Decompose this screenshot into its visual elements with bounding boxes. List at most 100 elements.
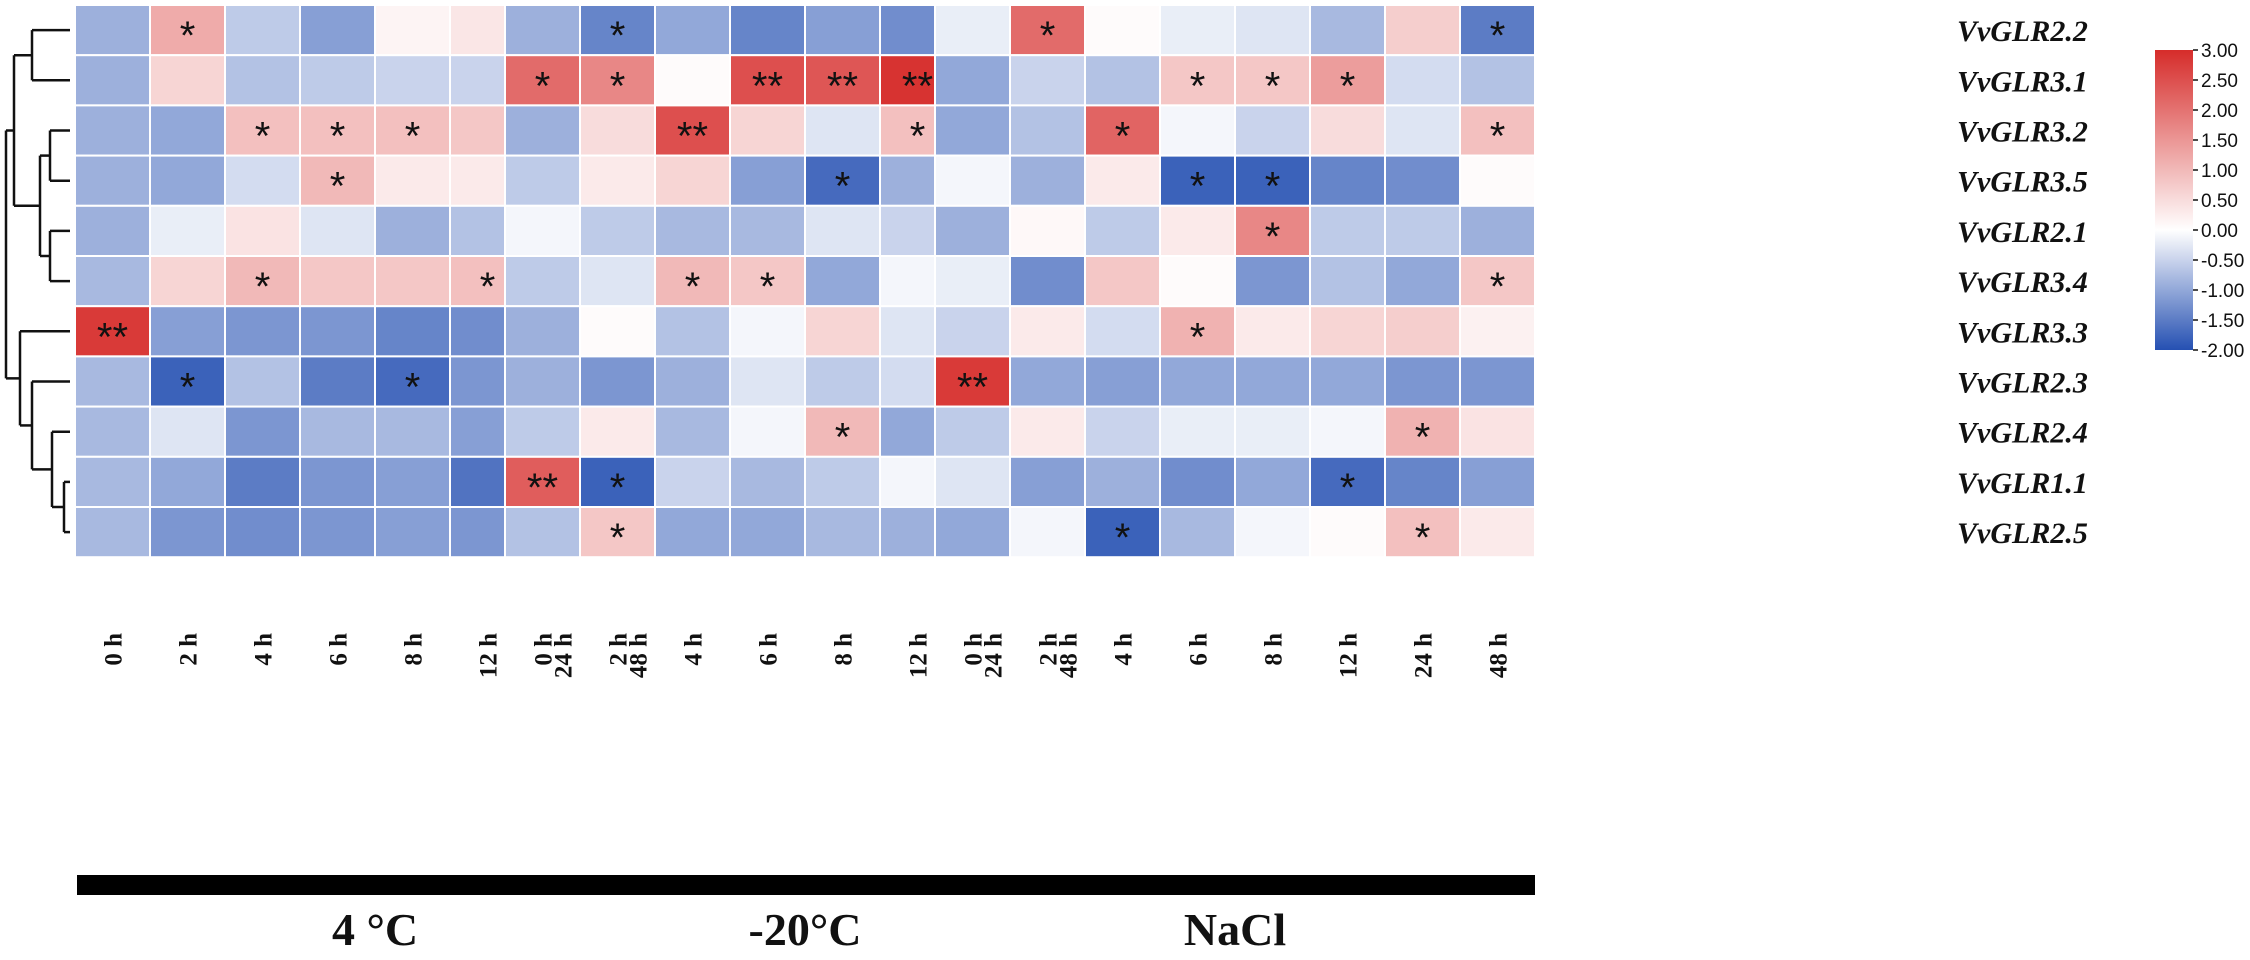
heatmap-cell <box>374 305 451 358</box>
heatmap-cell <box>149 455 226 508</box>
colorbar-tick-label: -1.00 <box>2201 281 2244 302</box>
x-tick-label: 8 h <box>401 633 428 666</box>
significance-mark: * <box>255 115 271 159</box>
heatmap-cell <box>1084 54 1161 107</box>
heatmap-cell <box>1459 204 1536 258</box>
heatmap-cell <box>654 204 731 258</box>
heatmap-cell <box>804 355 881 408</box>
heatmap-cell <box>504 355 581 408</box>
heatmap-cell <box>1234 104 1311 157</box>
heatmap-cell <box>1384 506 1461 559</box>
significance-mark: * <box>1415 516 1431 560</box>
heatmap-cell <box>74 104 151 157</box>
x-tick-label: 8 h <box>1261 633 1288 666</box>
heatmap-cell <box>934 355 1011 408</box>
heatmap-cell <box>654 54 731 107</box>
heatmap-cell <box>1159 355 1236 408</box>
significance-mark: ** <box>752 64 783 108</box>
heatmap-cell <box>1009 255 1086 308</box>
significance-mark: ** <box>827 64 858 108</box>
heatmap-cell <box>934 54 1011 107</box>
heatmap-cell <box>1159 506 1236 559</box>
colorbar-tick-label: 3.00 <box>2201 41 2238 62</box>
heatmap-cell <box>729 204 806 258</box>
heatmap-cell <box>579 355 656 408</box>
heatmap-cell <box>1084 506 1161 559</box>
heatmap-cell <box>1009 305 1086 358</box>
heatmap-cell <box>1309 305 1386 358</box>
x-tick-label: 0 h <box>531 633 558 666</box>
heatmap-cell <box>579 305 656 358</box>
heatmap-cell <box>504 4 581 57</box>
significance-mark: ** <box>677 115 708 159</box>
colorbar-tick-label: 0.50 <box>2201 191 2238 212</box>
heatmap-cell <box>504 305 581 358</box>
significance-mark: * <box>1415 416 1431 460</box>
significance-mark: * <box>1490 265 1506 309</box>
significance-mark: * <box>405 366 421 410</box>
heatmap-cell <box>374 154 451 207</box>
heatmap-cell <box>579 204 656 258</box>
colorbar-gradient <box>2155 50 2193 350</box>
gene-label: VvGLR3.4 <box>1957 266 2088 299</box>
heatmap-cell <box>1309 154 1386 207</box>
heatmap-cell <box>1384 355 1461 408</box>
heatmap-cell <box>1459 4 1536 57</box>
heatmap-cell <box>804 204 881 258</box>
heatmap-cell <box>149 506 226 559</box>
gene-label: VvGLR3.5 <box>1957 166 2088 199</box>
x-tick-label: 48 h <box>1056 633 1083 678</box>
heatmap-cell <box>934 506 1011 559</box>
heatmap-cell <box>374 506 451 559</box>
dendrogram <box>4 28 70 534</box>
colorbar-tick-label: 1.00 <box>2201 161 2238 182</box>
heatmap-cell <box>934 455 1011 508</box>
x-tick-label: 0 h <box>101 633 128 666</box>
significance-mark: * <box>1040 14 1056 58</box>
heatmap-cell <box>1309 204 1386 258</box>
significance-mark: * <box>405 115 421 159</box>
heatmap-cell <box>299 405 376 458</box>
significance-mark: * <box>610 466 626 510</box>
significance-mark: * <box>1265 165 1281 209</box>
heatmap-cell <box>1459 506 1536 559</box>
heatmap-cell <box>74 305 151 358</box>
x-tick-label: 4 h <box>681 633 708 666</box>
heatmap-cell <box>1084 455 1161 508</box>
x-tick-label: 6 h <box>1186 633 1213 666</box>
x-tick-label: 24 h <box>1411 633 1438 678</box>
heatmap-cell <box>1159 104 1236 157</box>
heatmap-cell <box>74 54 151 107</box>
heatmap-cell <box>374 405 451 458</box>
significance-mark: * <box>610 14 626 58</box>
heatmap-cell <box>374 255 451 308</box>
colorbar-tick-label: -2.00 <box>2201 341 2244 362</box>
significance-mark: * <box>610 516 626 560</box>
significance-mark: * <box>1190 64 1206 108</box>
significance-mark: ** <box>957 366 988 410</box>
x-tick-label: 6 h <box>326 633 353 666</box>
heatmap-cell <box>1159 455 1236 508</box>
heatmap-cell <box>729 305 806 358</box>
heatmap-cell <box>654 4 731 57</box>
heatmap-cell <box>729 104 806 157</box>
heatmap-cell <box>374 54 451 107</box>
x-tick-label: 2 h <box>1036 633 1063 666</box>
heatmap-cell <box>654 355 731 408</box>
significance-mark: * <box>180 366 196 410</box>
significance-mark: * <box>330 165 346 209</box>
heatmap-cell <box>1084 255 1161 308</box>
heatmap-cell <box>1459 54 1536 107</box>
heatmap-cell <box>729 4 806 57</box>
heatmap-cell <box>224 104 301 157</box>
heatmap-cell <box>224 154 301 207</box>
heatmap-cell <box>934 204 1011 258</box>
heatmap-cell <box>74 455 151 508</box>
heatmap-cell <box>934 305 1011 358</box>
heatmap-cell <box>149 305 226 358</box>
x-tick-label: 4 h <box>1111 633 1138 666</box>
colorbar-tick-label: 2.00 <box>2201 101 2238 122</box>
heatmap-cell <box>149 154 226 207</box>
